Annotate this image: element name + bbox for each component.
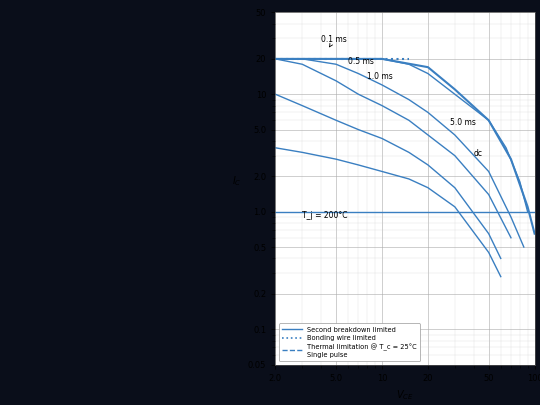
Legend: Second breakdown limited, Bonding wire limited, Thermal limitation @ T_c = 25°C
: Second breakdown limited, Bonding wire l… [279, 324, 421, 361]
Text: 5.0 ms: 5.0 ms [450, 118, 476, 127]
Text: dc: dc [474, 149, 483, 158]
Text: T_j = 200°C: T_j = 200°C [302, 211, 348, 220]
Y-axis label: $I_C$: $I_C$ [232, 175, 242, 188]
Text: 0.5 ms: 0.5 ms [348, 57, 374, 66]
Text: 1.0 ms: 1.0 ms [367, 72, 393, 81]
X-axis label: $V_{CE}$: $V_{CE}$ [396, 388, 414, 402]
Text: 0.1 ms: 0.1 ms [321, 35, 347, 47]
